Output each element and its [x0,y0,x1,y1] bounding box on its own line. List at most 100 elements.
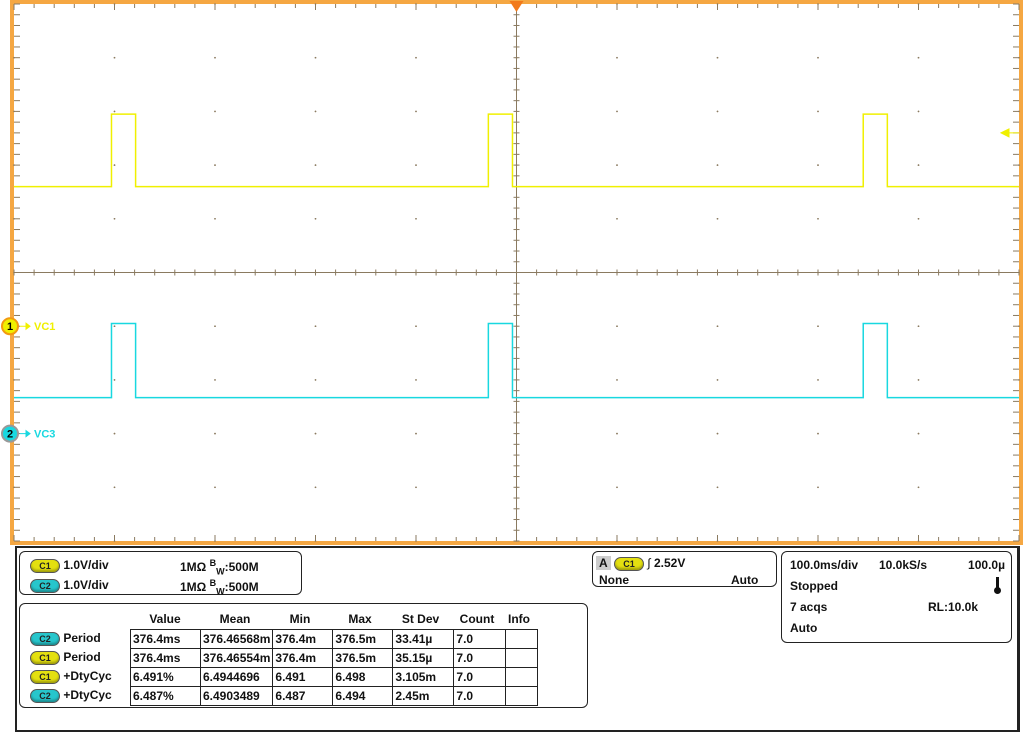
ch1-label: VC1 [34,321,55,333]
measurement-source-chip[interactable]: C2 [30,631,60,646]
measurement-cell: 7.0 [453,629,507,649]
measurement-cell [505,667,539,687]
measurement-cell: 6.487 [272,686,334,706]
grid-dot [113,3,116,5]
measurement-cell: 6.491% [130,667,201,687]
grid-dot [214,325,216,328]
grid-dot [113,110,116,113]
grid-dot [817,3,819,5]
header-mean: Mean [219,612,251,626]
measurement-label[interactable]: C1 +DtyCyc [30,667,112,686]
grid-dot [716,379,719,381]
measurement-cell [505,648,539,668]
grid-dot [314,56,317,59]
ch2-ground-marker[interactable] [1,424,19,443]
measurement-name: Period [63,631,101,645]
grid-dot [214,486,216,489]
trigger-level-arrow-icon [999,128,1019,138]
measurement-cell: 376.5m [332,648,394,668]
measurement-label[interactable]: C2 Period [30,629,101,648]
ch2-label: VC3 [34,429,55,441]
measurement-cell: 35.15µ [392,648,455,668]
header-value: Value [149,612,181,626]
grid-dot [716,3,719,5]
ch2-settings[interactable]: C2 1.0V/div 1MΩ BW:500M [30,578,259,596]
ch2-bandwidth: :500M [224,580,259,594]
ch1-impedance: 1MΩ [180,560,207,574]
grid-dot [113,379,116,381]
measurement-cell: 6.494 [332,686,394,706]
grid-dot [616,432,618,435]
measurement-source-chip[interactable]: C1 [30,669,60,684]
grid-dot [917,540,920,542]
grid-dot [817,432,819,435]
arrow-icon [20,322,31,331]
record-length: RL:10.0k [928,600,979,614]
grid-dot [314,3,317,5]
trigger-settings[interactable]: A C1 ∫ 2.52V None Auto [592,551,777,587]
grid-dot [616,218,618,220]
grid-dot [415,218,417,220]
measurement-label[interactable]: C2 +DtyCyc [30,686,112,705]
bw-prefix: B [209,558,217,568]
grid-dot [415,56,417,59]
measurement-cell: 376.46568m [199,629,274,649]
grid-dot [616,486,618,489]
measurement-cell: 3.105m [392,667,455,687]
measurement-source-chip[interactable]: C1 [30,650,60,665]
grid-dot [415,3,417,5]
grid-dot [716,540,719,542]
header-min: Min [289,612,311,626]
measurement-name: +DtyCyc [63,669,112,683]
grid-dot [917,3,920,5]
grid-dot [214,3,216,5]
ch2-chip[interactable]: C2 [30,578,60,593]
status-panel: C1 1.0V/div 1MΩ BW:500M C2 1.0V/div 1MΩ … [15,546,1020,732]
grid-dot [415,325,417,328]
grid-dot [817,110,819,113]
timebase: 100.0ms/div [790,558,859,572]
header-stdev: St Dev [401,612,440,626]
measurement-grid: 376.4ms 376.46568m 376.4m 376.5m 33.41µ 7.0 37… [130,629,539,706]
measurement-cell: 6.4903489 [199,686,274,706]
ch1-ground-marker[interactable] [1,317,19,336]
grid-dot [314,218,317,220]
horizontal-settings[interactable]: 100.0ms/div 10.0kS/s 100.0µ Stopped 7 ac… [781,551,1012,643]
vertical-settings[interactable]: C1 1.0V/div 1MΩ BW:500M C2 1.0V/div 1MΩ … [19,551,302,596]
trigger-source-chip[interactable]: C1 [614,556,645,571]
header-info: Info [508,612,530,626]
grid-dot [917,432,920,435]
table-row: 376.4ms 376.46568m 376.4m 376.5m 33.41µ 7.0 [130,629,539,649]
trigger-source-letter: A [596,556,611,570]
grid-dot [214,540,216,542]
grid-dot [415,486,417,489]
measurement-cell: 33.41µ [392,629,455,649]
waveform-display[interactable]: 1 VC1 2 VC3 [0,0,1024,546]
measurement-source-chip[interactable]: C2 [30,688,60,703]
grid-dot [113,325,116,328]
grid-dot [716,218,719,220]
ch1-marker-number: 1 [7,321,13,333]
table-row: 6.491% 6.4944696 6.491 6.498 3.105m 7.0 [130,667,539,687]
grid-dot [616,56,618,59]
measurement-label[interactable]: C1 Period [30,648,101,667]
sample-rate: 10.0kS/s [879,558,928,572]
grid-dot [917,218,920,220]
grid-dot [817,56,819,59]
grid-dot [415,110,417,113]
ch2-marker-number: 2 [7,429,13,441]
bw-sub: W [216,586,225,597]
grid-dot [716,110,719,113]
ch1-chip[interactable]: C1 [30,558,60,573]
grid-dot [415,540,417,542]
ch1-settings[interactable]: C1 1.0V/div 1MΩ BW:500M [30,558,259,576]
measurement-cell: 2.45m [392,686,455,706]
grid-dot [917,110,920,113]
grid-dot [415,164,417,166]
measurements-table[interactable]: Value Mean Min Max St Dev Count Info C2 … [19,603,588,708]
grid-dot [716,56,719,59]
grid-dot [817,164,819,166]
grid-dot [716,325,719,328]
grid-dot [917,325,920,328]
measurement-cell: 376.4m [272,629,334,649]
